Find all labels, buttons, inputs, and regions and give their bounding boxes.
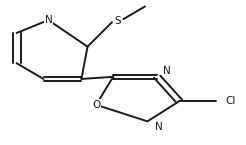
Text: O: O bbox=[92, 100, 100, 110]
Text: S: S bbox=[115, 16, 122, 26]
Text: N: N bbox=[154, 122, 162, 132]
Text: N: N bbox=[45, 15, 52, 25]
Text: Cl: Cl bbox=[225, 96, 236, 106]
Text: N: N bbox=[163, 66, 171, 76]
